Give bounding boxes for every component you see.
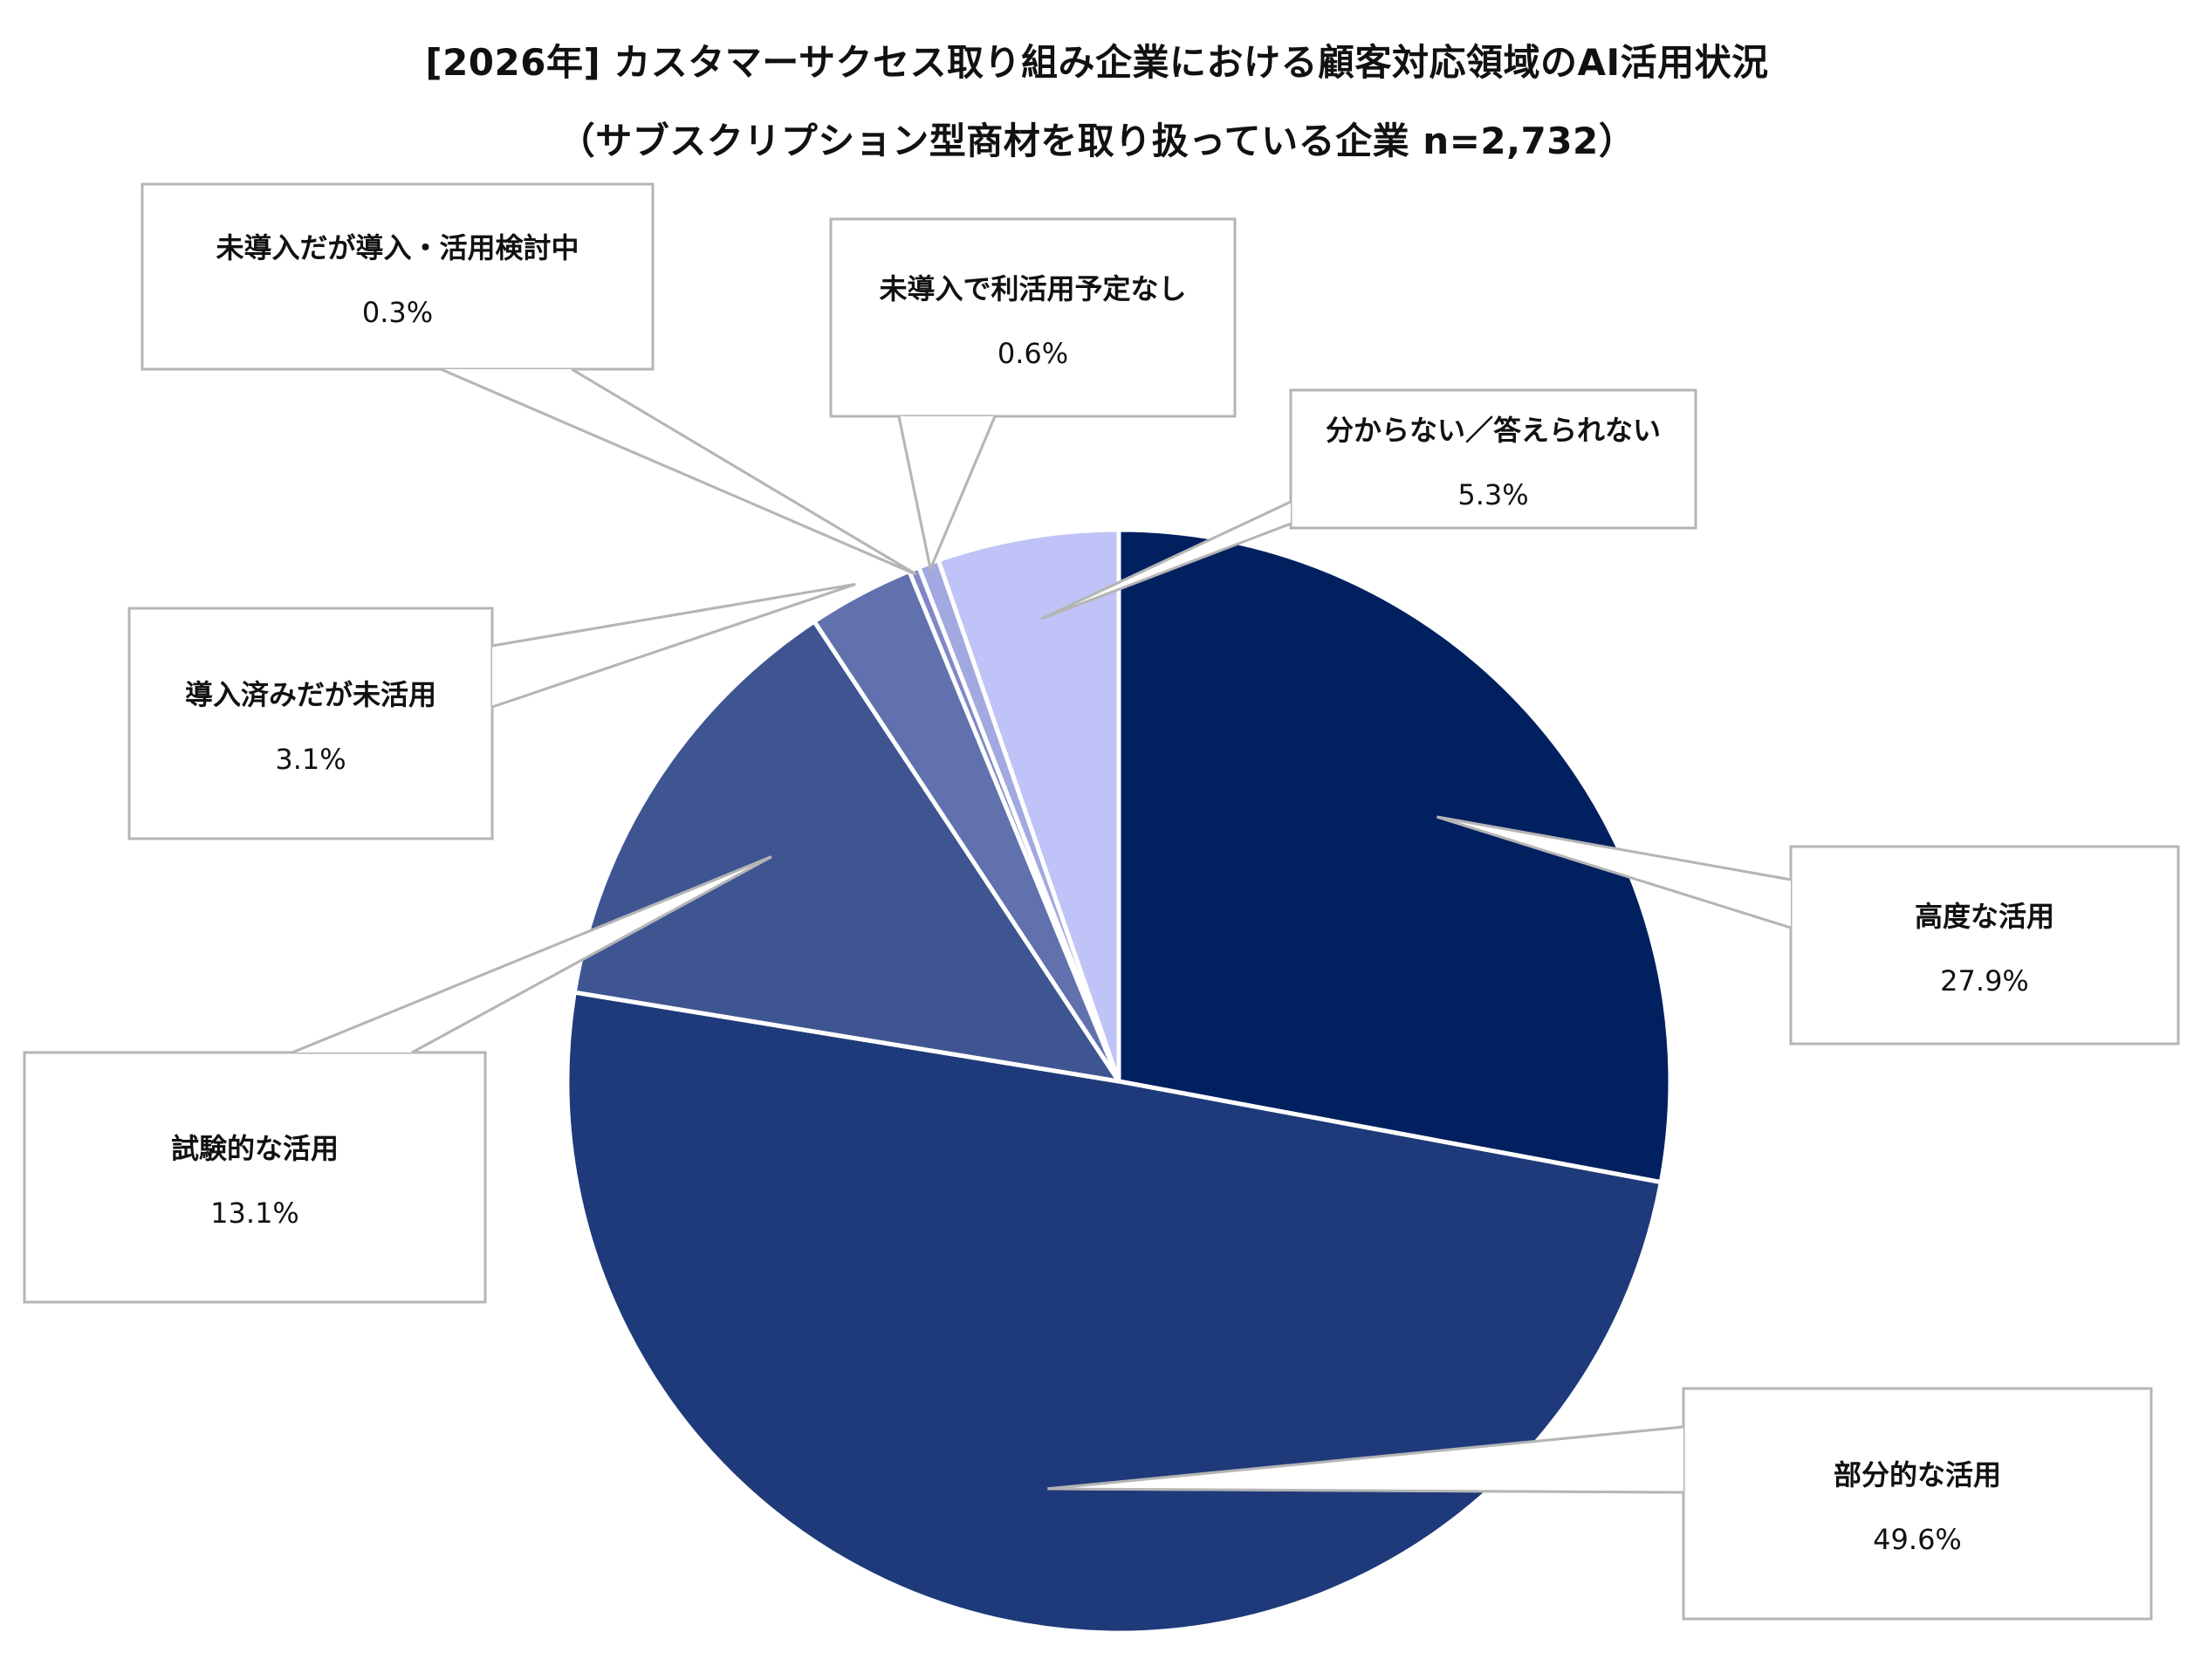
chart-subtitle: （サブスクリプション型商材を取り扱っている企業 n=2,732） (558, 120, 1636, 162)
callout-box (127, 607, 494, 840)
slice-label: 導入済みだが未活用 (185, 678, 436, 711)
slice-value-label: 0.3% (362, 296, 433, 329)
slice-label: 分からない／答えられない (1326, 414, 1661, 447)
callout-box (141, 182, 655, 371)
callout-box (23, 1051, 487, 1304)
slice-label: 高度な活用 (1915, 900, 2054, 933)
slice-value-label: 49.6% (1873, 1523, 1962, 1556)
pie-slice (936, 527, 1121, 1084)
slice-value-label: 0.6% (998, 337, 1068, 370)
callouts: 高度な活用 27.9% 部分的な活用 49.6% 試験的な活用 13.1% 導入済みだが未活… (23, 182, 2180, 1621)
slice-label: 未導入で利活用予定なし (879, 272, 1186, 305)
pie-slice (1116, 527, 1673, 1185)
slice-value-label: 3.1% (275, 743, 346, 776)
slice-label: 部分的な活用 (1834, 1458, 2001, 1491)
chart-title: [2026年] カスタマーサクセス取り組み企業における顧客対応領域のAI活用状況 (425, 41, 1769, 84)
slice-label: 試験的な活用 (171, 1132, 339, 1165)
callout-box (1789, 845, 2180, 1046)
slice-label: 未導入だが導入・活用検討中 (216, 231, 579, 264)
callout-box (1289, 388, 1697, 530)
callout-box (1682, 1387, 2153, 1621)
slice-value-label: 27.9% (1940, 964, 2029, 998)
callout-box (829, 217, 1237, 418)
slice-value-label: 5.3% (1457, 478, 1528, 511)
slice-value-label: 13.1% (210, 1197, 299, 1230)
